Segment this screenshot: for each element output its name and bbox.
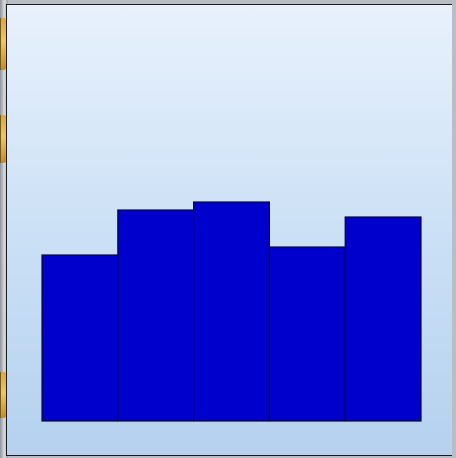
side-tab-1[interactable]: [0, 18, 7, 70]
window-left-edge: [0, 0, 8, 458]
bar-2: [117, 209, 195, 422]
bar-4: [268, 246, 346, 422]
bar-5: [344, 216, 422, 422]
bars-group: [41, 201, 422, 422]
side-tab-2[interactable]: [0, 115, 7, 163]
bar-1: [41, 254, 119, 422]
side-tab-3[interactable]: [0, 372, 7, 418]
bar-3: [193, 201, 271, 422]
